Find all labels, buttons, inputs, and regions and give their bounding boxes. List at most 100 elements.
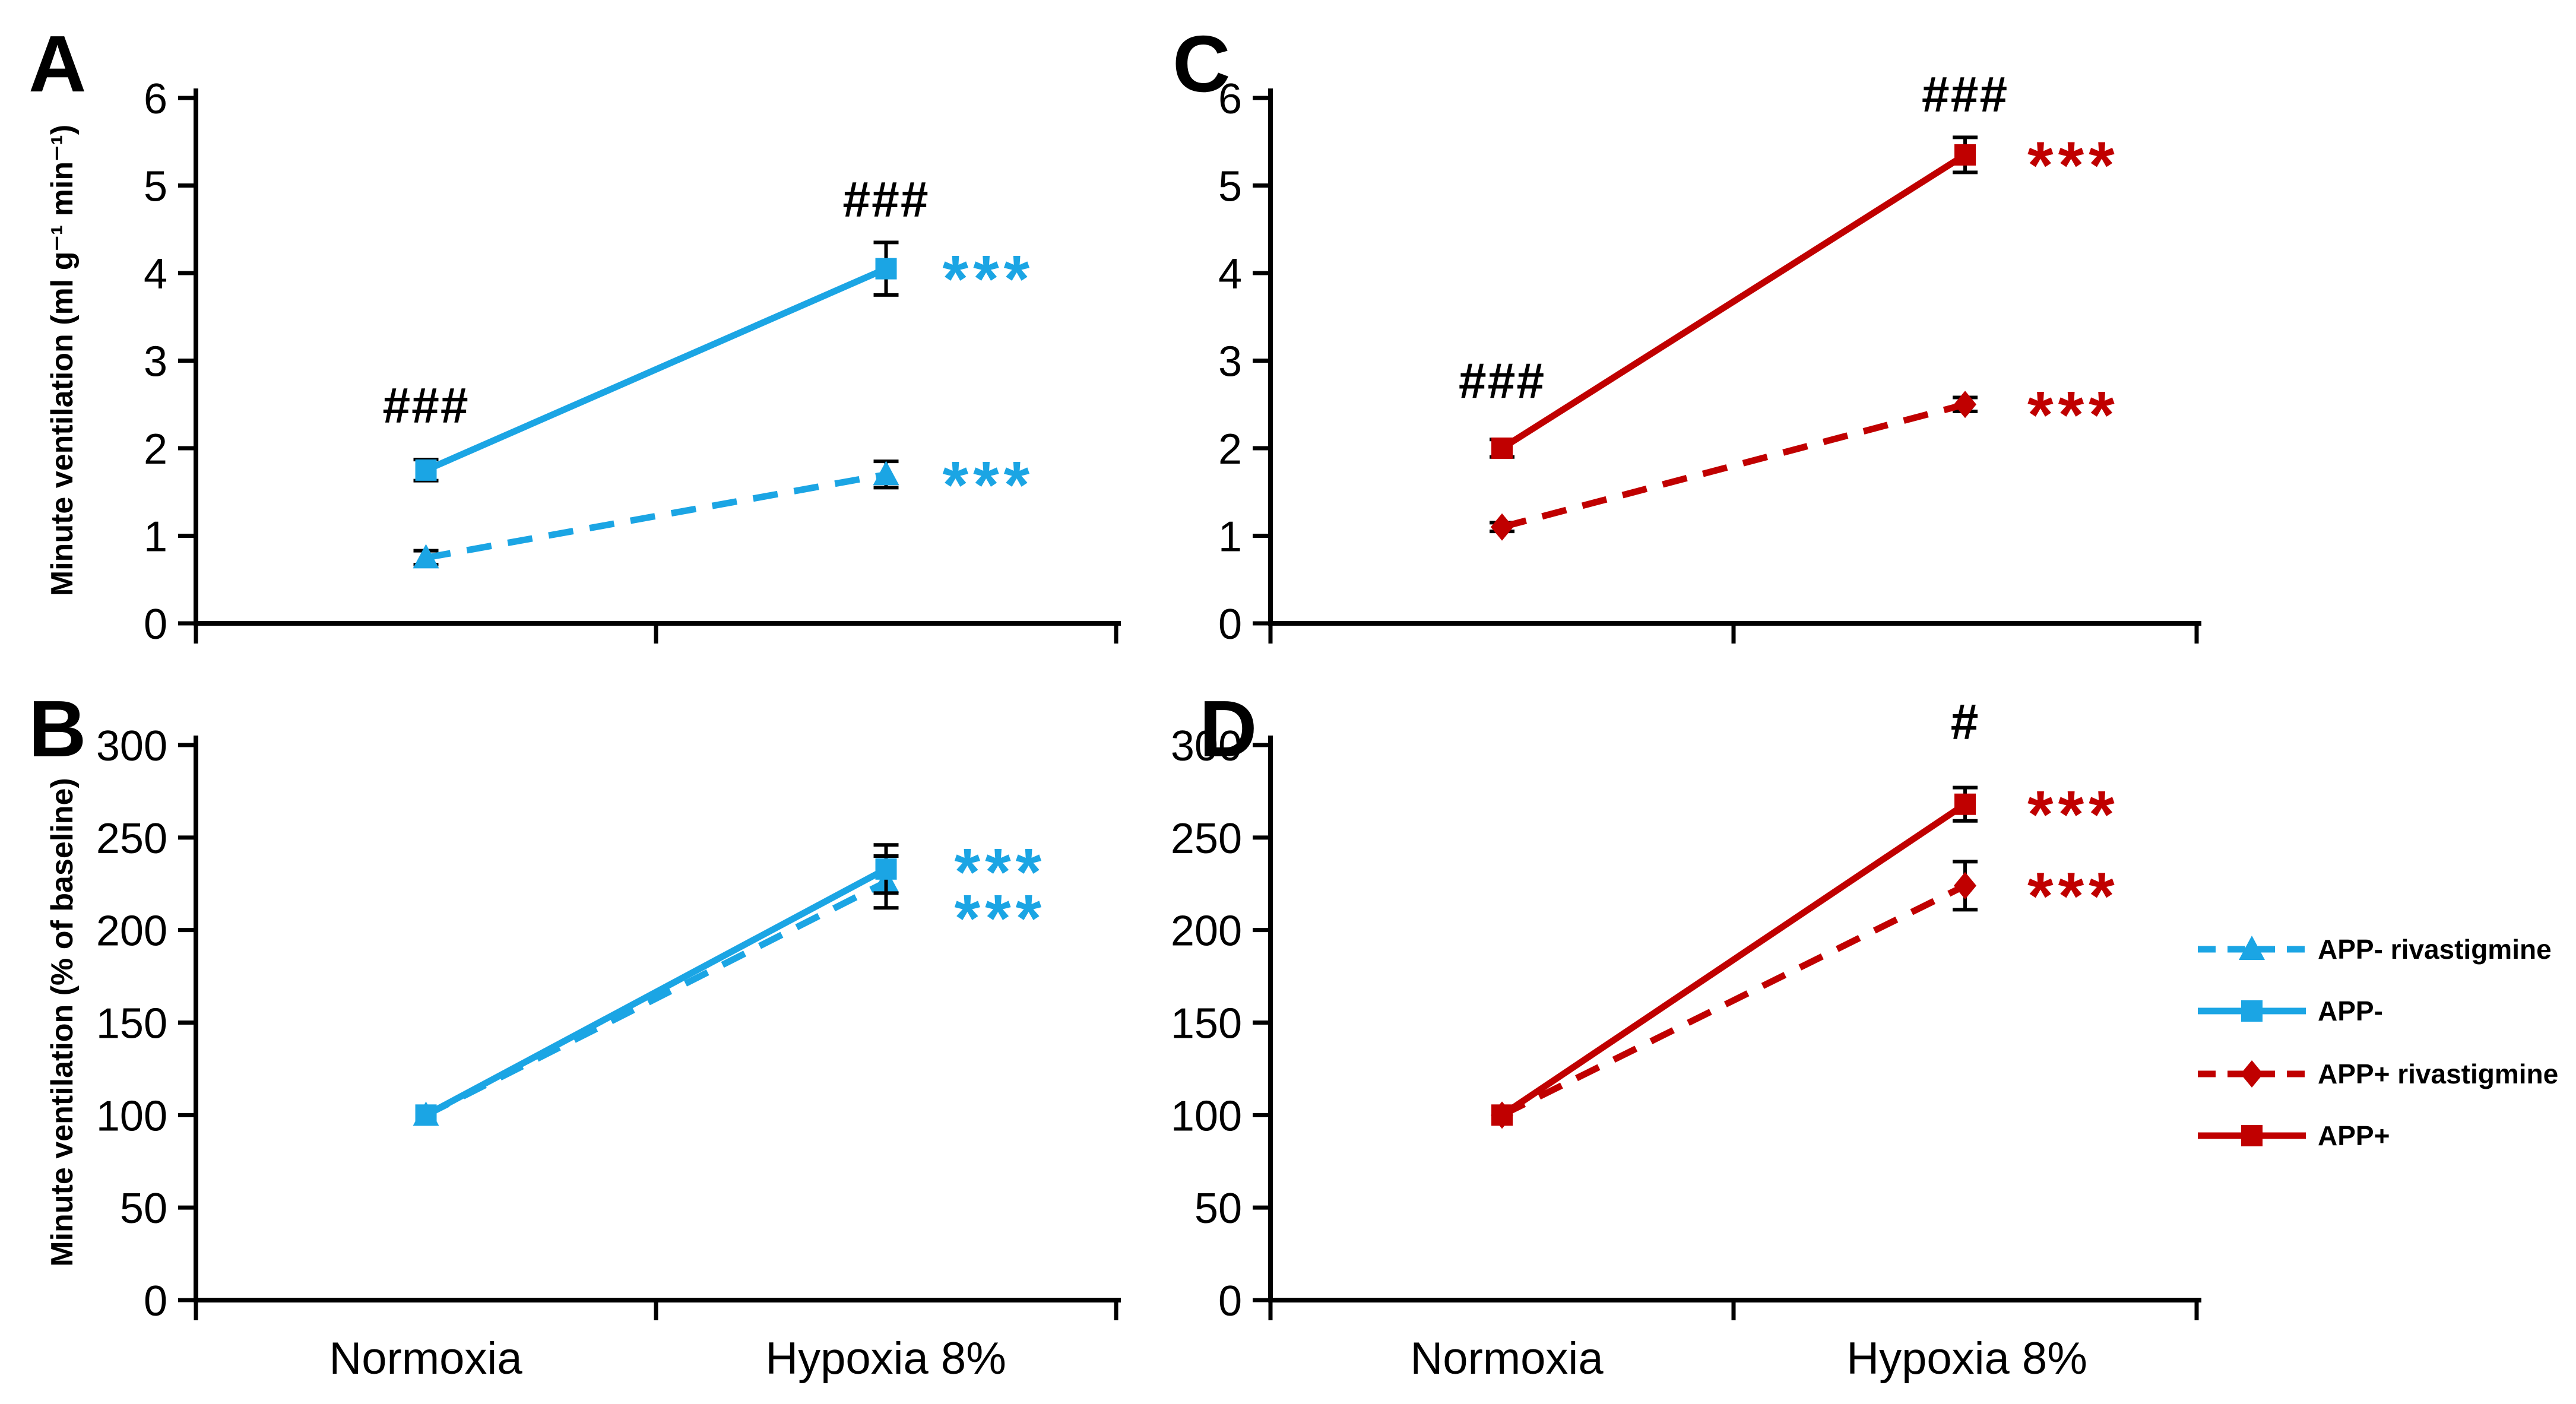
y-tick-label: 0 [144, 601, 167, 648]
marker-square [1491, 438, 1513, 459]
marker-diamond [2241, 1060, 2263, 1088]
significance-hash: ### [1922, 66, 2008, 122]
series-app [1490, 135, 1978, 459]
series-line [1500, 152, 1967, 451]
panel-c: 0 1 2 3 4 5 6 ### ### *** *** [1218, 66, 2201, 648]
series-app-rivastigmine [413, 459, 899, 569]
legend-label: APP- rivastigmine [2318, 934, 2552, 965]
y-tick-label: 50 [1194, 1185, 1242, 1232]
legend-item-app-minus-rivastigmine: APP- rivastigmine [2195, 920, 2552, 979]
y-tick-label: 150 [1171, 1000, 1242, 1048]
y-tick-label: 250 [1171, 815, 1242, 863]
y-tick-label: 250 [96, 815, 167, 863]
significance-stars: *** [2027, 128, 2119, 202]
marker-square [2241, 1125, 2263, 1146]
y-tick-label: 0 [1218, 601, 1242, 648]
y-tick-label: 1 [144, 514, 167, 561]
series-line [424, 265, 888, 473]
series-app-rivastigmine [1491, 860, 1978, 1129]
marker-square [415, 459, 437, 481]
significance-stars: *** [943, 242, 1035, 316]
marker-triangle [873, 461, 899, 486]
y-tick-label: 50 [120, 1185, 167, 1232]
y-tick-label: 1 [1218, 514, 1242, 561]
y-tick-label: 6 [1218, 75, 1242, 123]
y-tick-label: 150 [96, 1000, 167, 1048]
marker-square [875, 858, 897, 880]
y-tick-label: 5 [1218, 163, 1242, 211]
series-line [424, 866, 888, 1118]
y-tick-label: 4 [1218, 251, 1242, 298]
significance-hash: # [1951, 693, 1980, 749]
significance-hash: ### [842, 172, 929, 227]
panel-b: 0 50 100 150 200 250 300 ****** [96, 722, 1121, 1325]
marker-square [875, 258, 897, 280]
marker-diamond [1954, 871, 1976, 899]
series-line [1500, 882, 1967, 1118]
significance-stars: *** [2027, 378, 2119, 452]
y-tick-label: 3 [1218, 338, 1242, 386]
y-tick-label: 0 [144, 1278, 167, 1325]
marker-square [2241, 1000, 2263, 1022]
y-tick-label: 300 [96, 722, 167, 770]
legend-label: APP- [2318, 996, 2383, 1026]
y-tick-label: 0 [1218, 1278, 1242, 1325]
y-tick-label: 2 [144, 426, 167, 473]
marker-diamond [1491, 513, 1513, 541]
marker-triangle [413, 544, 439, 569]
y-tick-label: 6 [144, 75, 167, 123]
marker-triangle [2239, 936, 2265, 960]
y-tick-label: 3 [144, 338, 167, 386]
legend-swatch-icon [2198, 1000, 2306, 1022]
panel-a: 0 1 2 3 4 5 6 ### ### *** *** [144, 75, 1121, 648]
significance-hash: ### [1459, 353, 1545, 408]
x-label-hypoxia-d: Hypoxia 8% [1846, 1333, 2087, 1384]
significance-stars: *** [2027, 859, 2119, 933]
legend-label: APP+ [2318, 1120, 2390, 1151]
significance-stars: *** [955, 835, 1047, 909]
series-line [1500, 801, 1967, 1118]
series-app-rivastigmine [1490, 391, 1978, 541]
y-tick-label: 4 [144, 251, 167, 298]
panel-d: 0 50 100 150 200 250 300 # ****** [1171, 693, 2201, 1325]
y-axis-title-a: Minute ventilation (ml g⁻¹ min⁻¹) [45, 124, 80, 597]
series-line [425, 471, 887, 561]
legend-item-app-minus: APP- [2195, 981, 2383, 1041]
y-tick-label: 300 [1171, 722, 1242, 770]
x-label-hypoxia-b: Hypoxia 8% [765, 1333, 1006, 1384]
panel-label-d: D [1199, 684, 1257, 774]
legend-item-app-plus: APP+ [2195, 1106, 2390, 1165]
series-app [415, 843, 899, 1126]
marker-diamond [1954, 391, 1976, 419]
y-axis-title-b: Minute ventilation (% of baseline) [45, 778, 80, 1267]
significance-stars: *** [955, 881, 1047, 955]
significance-hash: ### [382, 377, 469, 433]
marker-square [1954, 793, 1976, 815]
y-tick-label: 2 [1218, 426, 1242, 473]
y-tick-label: 5 [144, 163, 167, 211]
panel-label-b: B [28, 684, 87, 774]
panel-label-a: A [28, 19, 87, 109]
legend-swatch-icon [2198, 1125, 2306, 1146]
legend-label: APP+ rivastigmine [2318, 1058, 2559, 1089]
series-app [1491, 785, 1978, 1126]
panel-label-c: C [1173, 19, 1231, 109]
legend-swatch-icon [2198, 936, 2306, 960]
marker-square [415, 1104, 437, 1126]
series-app [413, 240, 899, 483]
legend-item-app-plus-rivastigmine: APP+ rivastigmine [2195, 1044, 2558, 1104]
y-tick-label: 200 [1171, 908, 1242, 955]
significance-stars: *** [943, 448, 1035, 522]
x-label-normoxia-b: Normoxia [329, 1333, 522, 1384]
y-tick-label: 100 [1171, 1092, 1242, 1140]
marker-square [1491, 1104, 1513, 1126]
legend-swatch-icon [2198, 1060, 2306, 1088]
marker-square [1954, 144, 1976, 166]
significance-stars: *** [2027, 778, 2119, 852]
y-tick-label: 100 [96, 1092, 167, 1140]
x-label-normoxia-d: Normoxia [1410, 1333, 1604, 1384]
y-tick-label: 200 [96, 908, 167, 955]
series-line [1501, 401, 1966, 531]
